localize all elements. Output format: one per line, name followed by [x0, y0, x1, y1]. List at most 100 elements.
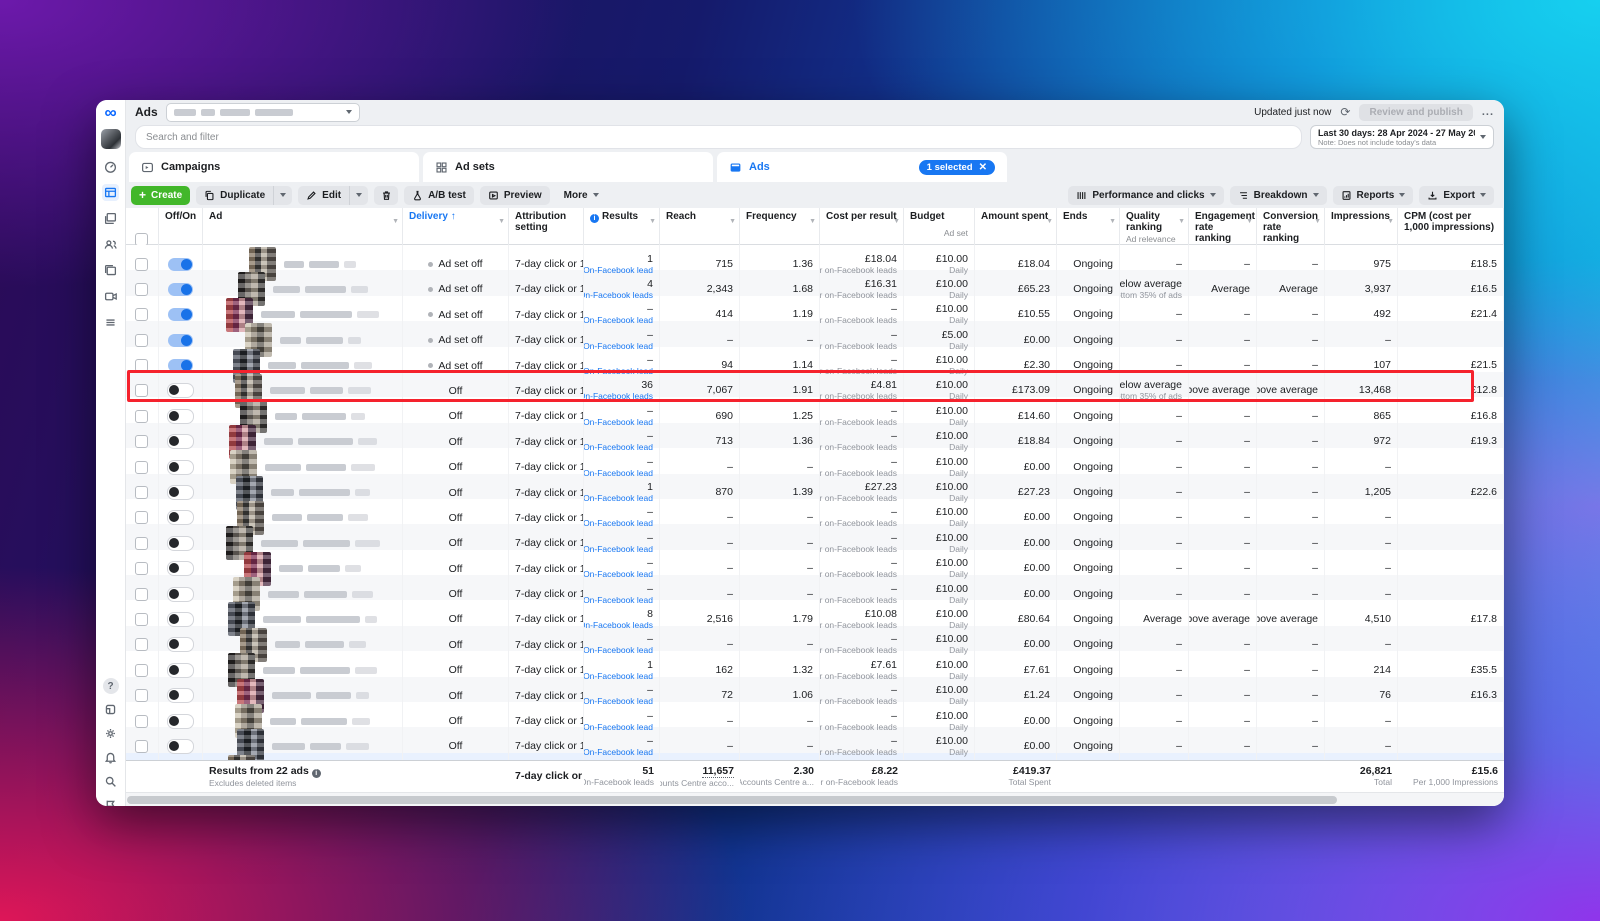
row-checkbox[interactable]	[135, 308, 148, 322]
duplicate-dropdown[interactable]	[273, 185, 293, 205]
notifications-bell-icon[interactable]	[102, 749, 119, 766]
lead-link[interactable]: On-Facebook lead	[584, 671, 653, 681]
table-row[interactable]: Off 7-day click or 1... –On-Facebook lea…	[125, 448, 1504, 487]
more-options-icon[interactable]: ...	[1481, 106, 1494, 118]
lead-link[interactable]: On-Facebook lead	[584, 468, 653, 478]
tab-ad-sets[interactable]: Ad sets	[423, 152, 713, 182]
ad-onoff-toggle[interactable]	[167, 713, 194, 729]
table-row[interactable]: Off 7-day click or 1... –On-Facebook lea…	[125, 575, 1504, 614]
reports-button[interactable]: Reports	[1332, 185, 1414, 205]
row-checkbox[interactable]	[135, 257, 148, 271]
row-checkbox[interactable]	[135, 282, 148, 296]
events-manager-icon[interactable]	[102, 288, 119, 305]
account-overview-icon[interactable]	[102, 158, 119, 175]
ad-onoff-toggle[interactable]	[167, 738, 194, 754]
ad-onoff-toggle[interactable]	[167, 561, 194, 577]
lead-link[interactable]: On-Facebook lead	[584, 544, 653, 554]
ad-onoff-toggle[interactable]	[167, 434, 194, 450]
ad-onoff-toggle[interactable]	[167, 535, 194, 551]
lead-link[interactable]: On-Facebook leads	[584, 290, 653, 300]
table-row[interactable]: Ad set off 7-day click or 1... –On-Faceb…	[125, 321, 1504, 360]
lead-link[interactable]: On-Facebook lead	[584, 722, 653, 732]
ad-onoff-toggle[interactable]	[167, 485, 194, 501]
table-row[interactable]: Off 7-day click or 1... –On-Facebook lea…	[125, 549, 1504, 588]
row-checkbox[interactable]	[135, 739, 148, 753]
table-row[interactable]: Off 7-day click or 1... –On-Facebook lea…	[125, 422, 1504, 461]
table-row[interactable]: Ad set off 7-day click or 1... 4On-Faceb…	[125, 270, 1504, 309]
row-checkbox[interactable]	[135, 587, 148, 601]
lead-link[interactable]: On-Facebook lead	[584, 417, 653, 427]
ad-onoff-toggle[interactable]	[167, 688, 194, 704]
row-checkbox[interactable]	[135, 460, 148, 474]
edit-button[interactable]: Edit	[298, 185, 350, 205]
header-budget[interactable]: Budget Ad set	[904, 208, 975, 270]
row-checkbox[interactable]	[135, 612, 148, 626]
table-row[interactable]: Off 7-day click or 1... –On-Facebook lea…	[125, 727, 1504, 760]
meta-logo[interactable]: ∞	[104, 103, 117, 122]
row-checkbox[interactable]	[135, 333, 148, 347]
delete-trash-icon[interactable]	[374, 185, 399, 205]
row-checkbox[interactable]	[135, 486, 148, 500]
ad-onoff-toggle[interactable]	[167, 637, 194, 653]
header-delivery[interactable]: Delivery ↑ ▼	[403, 208, 509, 270]
row-checkbox[interactable]	[135, 536, 148, 550]
table-row[interactable]: Off 7-day click or 1... –On-Facebook lea…	[125, 702, 1504, 741]
create-button[interactable]: + Create	[131, 185, 191, 205]
table-row[interactable]: Off 7-day click or 1... –On-Facebook lea…	[125, 625, 1504, 664]
header-frequency[interactable]: Frequency ▼	[740, 208, 820, 270]
preview-button[interactable]: Preview	[479, 185, 550, 205]
table-row[interactable]: Off 7-day click or 1... 8On-Facebook lea…	[125, 600, 1504, 639]
lead-link[interactable]: On-Facebook leads	[584, 620, 653, 630]
ad-onoff-toggle[interactable]	[167, 611, 194, 627]
ads-reporting-icon[interactable]	[102, 210, 119, 227]
lead-link[interactable]: On-Facebook lead	[584, 519, 653, 528]
lead-link[interactable]: On-Facebook lead	[584, 595, 653, 605]
lead-link[interactable]: On-Facebook leads	[584, 392, 653, 401]
lead-link[interactable]: On-Facebook lead	[584, 747, 653, 757]
horizontal-scrollbar[interactable]	[125, 792, 1504, 806]
lead-link[interactable]: On-Facebook lead	[584, 570, 653, 579]
table-row[interactable]: Ad set off 7-day click or 1... –On-Faceb…	[125, 295, 1504, 334]
selected-count-badge[interactable]: 1 selected ✕	[918, 159, 995, 175]
ad-onoff-toggle[interactable]	[167, 510, 194, 526]
ad-onoff-toggle[interactable]	[167, 408, 194, 424]
columns-performance-button[interactable]: Performance and clicks	[1068, 185, 1224, 205]
audiences-icon[interactable]	[102, 236, 119, 253]
breakdown-button[interactable]: Breakdown	[1229, 185, 1327, 205]
lead-link[interactable]: On-Facebook lead	[584, 443, 653, 452]
ad-onoff-toggle[interactable]	[167, 662, 194, 678]
table-row[interactable]: Off 7-day click or 1... –On-Facebook lea…	[125, 676, 1504, 715]
table-row[interactable]: Ad set off 7-day click or 1... 1On-Faceb…	[125, 245, 1504, 283]
row-checkbox[interactable]	[135, 384, 148, 398]
ad-onoff-toggle[interactable]	[167, 586, 194, 602]
date-range-selector[interactable]: Last 30 days: 28 Apr 2024 - 27 May 2024 …	[1310, 125, 1494, 149]
tab-campaigns[interactable]: Campaigns	[129, 152, 419, 182]
duplicate-button[interactable]: Duplicate	[196, 185, 274, 205]
header-cost[interactable]: Cost per result ▼	[820, 208, 904, 270]
account-avatar[interactable]	[100, 129, 121, 149]
campaigns-icon[interactable]	[102, 184, 119, 201]
lead-link[interactable]: On-Facebook lead	[584, 316, 653, 325]
lead-link[interactable]: On-Facebook lead	[584, 646, 653, 655]
ad-onoff-toggle[interactable]	[168, 282, 193, 296]
review-publish-button[interactable]: Review and publish	[1359, 103, 1473, 121]
header-impressions[interactable]: Impressions ▼	[1325, 208, 1398, 270]
help-icon[interactable]: ?	[102, 678, 119, 694]
row-checkbox[interactable]	[135, 714, 148, 728]
row-checkbox[interactable]	[135, 435, 148, 449]
account-selector[interactable]	[165, 102, 360, 122]
header-ends[interactable]: Ends ▼	[1057, 208, 1120, 270]
header-cpm[interactable]: CPM (cost per 1,000 impressions)	[1398, 208, 1504, 270]
clear-selection-icon[interactable]: ✕	[978, 161, 987, 173]
edit-dropdown[interactable]	[349, 185, 369, 205]
export-button[interactable]: Export	[1419, 185, 1494, 205]
search-input[interactable]: Search and filter	[135, 125, 1302, 149]
row-checkbox[interactable]	[135, 663, 148, 677]
table-row[interactable]: Ad set off 7-day click or 1... –On-Faceb…	[125, 346, 1504, 385]
table-row[interactable]: Off 7-day click or 1... –On-Facebook lea…	[125, 498, 1504, 537]
table-row[interactable]: Off 7-day click or 1... –On-Facebook lea…	[125, 397, 1504, 436]
lead-link[interactable]: On-Facebook lead	[584, 494, 653, 503]
all-tools-icon[interactable]	[102, 314, 119, 331]
row-checkbox[interactable]	[135, 409, 148, 423]
row-checkbox[interactable]	[135, 689, 148, 703]
